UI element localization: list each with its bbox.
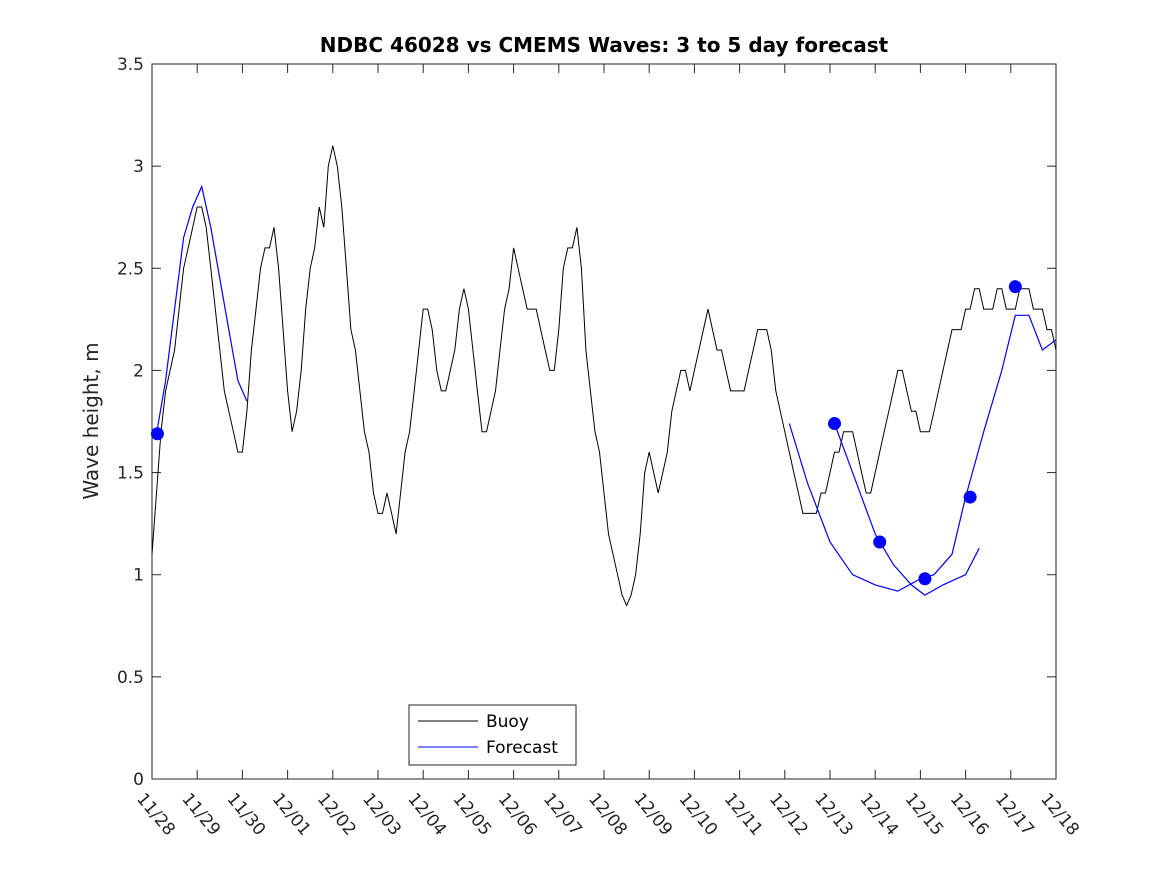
forecast-line-0: [155, 184, 248, 434]
forecast-marker: [963, 490, 977, 504]
forecast-marker: [828, 417, 842, 431]
forecast-line-2: [788, 314, 1057, 592]
y-tick-label: 1: [133, 566, 144, 586]
y-tick-label: 3: [133, 157, 144, 177]
y-axis-label: Wave height, m: [79, 342, 103, 499]
forecast-marker: [873, 535, 887, 549]
y-tick-label: 1.5: [117, 464, 144, 484]
forecast-marker: [1008, 280, 1022, 294]
y-tick-label: 0: [133, 770, 144, 790]
y-tick-label: 2.5: [117, 259, 144, 279]
y-tick-label: 0.5: [117, 668, 144, 688]
forecast-marker: [918, 572, 932, 586]
y-tick-label: 3.5: [117, 55, 144, 75]
forecast-line-1: [833, 423, 980, 596]
chart-title: NDBC 46028 vs CMEMS Waves: 3 to 5 day fo…: [320, 33, 889, 57]
y-tick-label: 2: [133, 361, 144, 381]
legend-buoy-label: Buoy: [486, 712, 529, 732]
buoy-line: [151, 145, 1057, 607]
legend-forecast-label: Forecast: [486, 738, 558, 758]
legend: Buoy Forecast: [408, 704, 577, 766]
forecast-marker: [150, 427, 164, 441]
